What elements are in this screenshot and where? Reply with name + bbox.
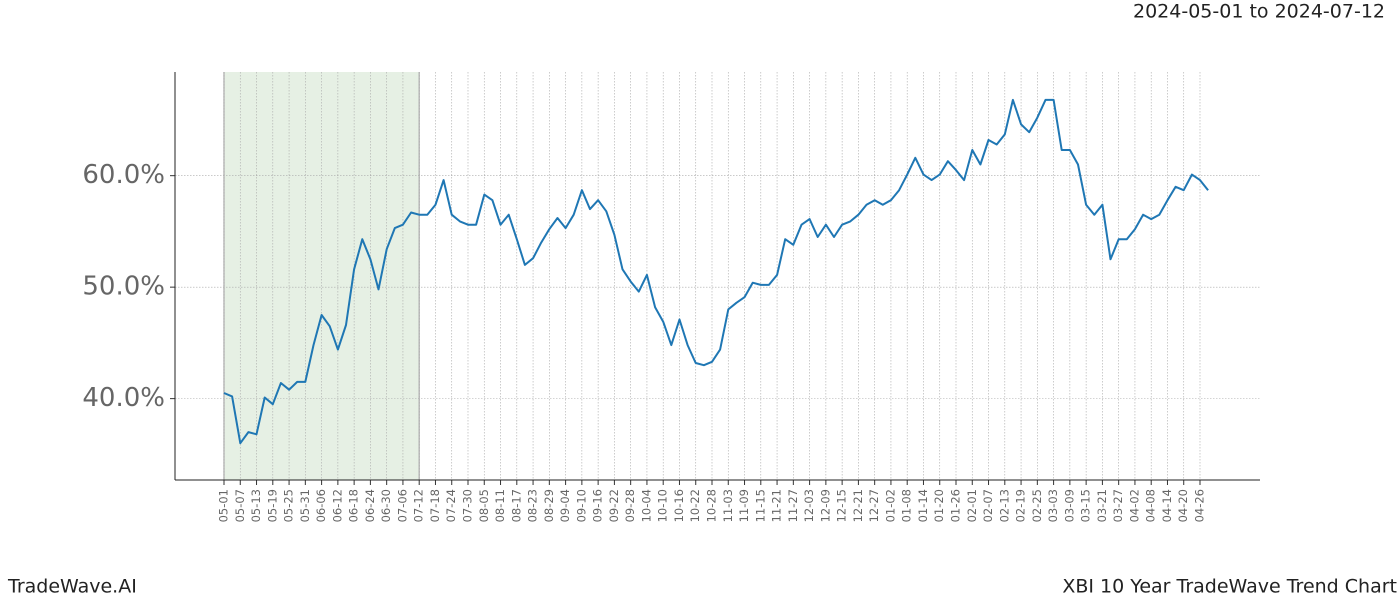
x-tick-label: 01-14 <box>916 489 930 522</box>
y-tick-label: 50.0% <box>82 272 165 302</box>
x-tick-label: 04-26 <box>1193 489 1207 522</box>
x-tick-label: 06-06 <box>314 489 328 522</box>
x-tick-label: 03-21 <box>1095 489 1109 522</box>
x-tick-label: 06-24 <box>363 489 377 522</box>
x-tick-label: 01-08 <box>900 489 914 522</box>
x-tick-label: 07-30 <box>461 489 475 522</box>
x-tick-label: 12-21 <box>851 489 865 522</box>
x-tick-label: 10-16 <box>672 489 686 522</box>
x-tick-label: 05-25 <box>282 489 296 522</box>
x-tick-label: 11-09 <box>737 489 751 522</box>
x-tick-label: 12-09 <box>818 489 832 522</box>
x-tick-label: 01-20 <box>932 489 946 522</box>
x-tick-label: 10-04 <box>639 489 653 522</box>
x-tick-label: 02-07 <box>981 489 995 522</box>
x-tick-label: 08-11 <box>493 489 507 522</box>
x-tick-label: 02-13 <box>997 489 1011 522</box>
x-tick-label: 02-25 <box>1030 489 1044 522</box>
y-tick-label: 60.0% <box>82 160 165 190</box>
x-tick-label: 06-12 <box>330 489 344 522</box>
x-tick-label: 12-03 <box>802 489 816 522</box>
x-tick-label: 05-31 <box>298 489 312 522</box>
x-tick-label: 04-20 <box>1176 489 1190 522</box>
x-tick-label: 11-15 <box>753 489 767 522</box>
x-tick-label: 05-13 <box>249 489 263 522</box>
x-tick-label: 09-22 <box>607 489 621 522</box>
x-tick-label: 07-18 <box>428 489 442 522</box>
x-tick-label: 09-10 <box>574 489 588 522</box>
x-tick-label: 07-06 <box>395 489 409 522</box>
x-tick-label: 11-27 <box>786 489 800 522</box>
chart-title: XBI 10 Year TradeWave Trend Chart <box>1062 576 1397 598</box>
x-tick-label: 08-23 <box>526 489 540 522</box>
x-tick-label: 05-01 <box>217 489 231 522</box>
x-tick-label: 06-30 <box>379 489 393 522</box>
x-tick-label: 10-28 <box>705 489 719 522</box>
x-tick-label: 08-29 <box>542 489 556 522</box>
x-tick-label: 09-04 <box>558 489 572 522</box>
x-tick-label: 11-21 <box>770 489 784 522</box>
x-tick-label: 04-14 <box>1160 489 1174 522</box>
x-tick-label: 05-07 <box>233 489 247 522</box>
x-tick-label: 11-03 <box>721 489 735 522</box>
x-tick-label: 07-24 <box>444 489 458 522</box>
x-tick-label: 03-09 <box>1062 489 1076 522</box>
y-tick-label: 40.0% <box>82 383 165 413</box>
x-tick-label: 05-19 <box>265 489 279 522</box>
x-tick-label: 12-15 <box>835 489 849 522</box>
x-tick-label: 02-19 <box>1014 489 1028 522</box>
x-tick-label: 03-27 <box>1111 489 1125 522</box>
x-tick-label: 08-17 <box>509 489 523 522</box>
line-series <box>223 98 1209 445</box>
date-range: 2024-05-01 to 2024-07-12 <box>1133 1 1385 23</box>
x-tick-label: 07-12 <box>412 489 426 522</box>
x-tick-label: 09-16 <box>591 489 605 522</box>
x-tick-label: 10-10 <box>656 489 670 522</box>
x-tick-label: 03-15 <box>1079 489 1093 522</box>
x-tick-label: 03-03 <box>1046 489 1060 522</box>
x-tick-label: 12-27 <box>867 489 881 522</box>
x-tick-label: 10-22 <box>688 489 702 522</box>
x-tick-label: 01-02 <box>883 489 897 522</box>
x-tick-label: 04-02 <box>1127 489 1141 522</box>
x-tick-label: 06-18 <box>347 489 361 522</box>
x-tick-label: 04-08 <box>1144 489 1158 522</box>
x-tick-label: 09-28 <box>623 489 637 522</box>
x-tick-label: 01-26 <box>949 489 963 522</box>
brand: TradeWave.AI <box>7 576 137 598</box>
x-tick-label: 08-05 <box>477 489 491 522</box>
x-tick-label: 02-01 <box>965 489 979 522</box>
